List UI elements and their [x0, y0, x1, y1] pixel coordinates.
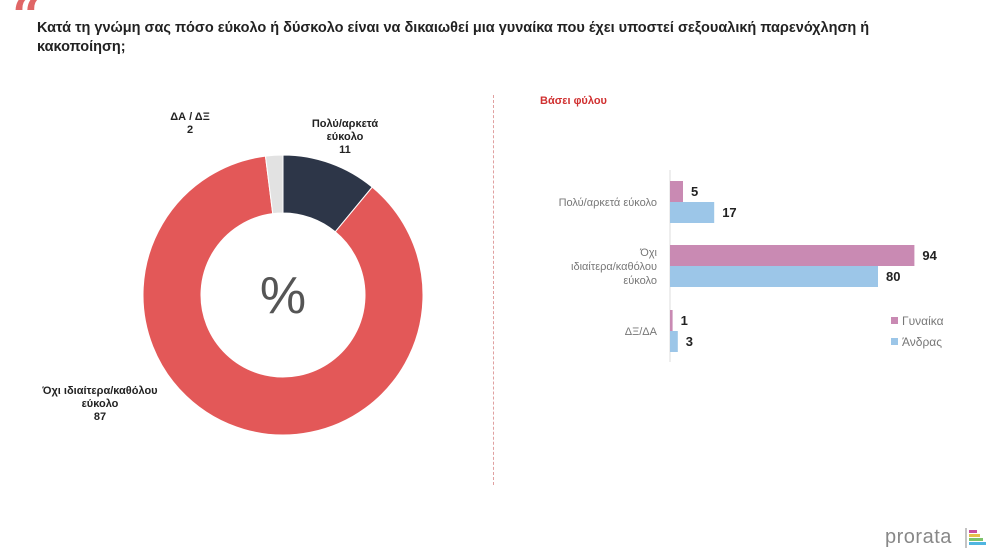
category-label: ΔΞ/ΔΑ — [625, 326, 658, 338]
donut-center-label: % — [260, 267, 306, 325]
quote-mark: “ — [12, 0, 42, 47]
prorata-logo: prorata — [885, 526, 952, 548]
category-label: Πολύ/αρκετά εύκολο — [559, 197, 657, 209]
bar-Άνδρας — [670, 266, 878, 287]
legend-label: Γυναίκα — [902, 314, 944, 328]
legend-swatch — [891, 338, 898, 345]
question-title: Κατά τη γνώμη σας πόσο εύκολο ή δύσκολο … — [37, 20, 870, 55]
slice-label-not-easy: Όχι ιδιαίτερα/καθόλου εύκολο 87 — [42, 385, 158, 423]
bar-value-label: 80 — [886, 269, 900, 284]
donut-slice-1 — [142, 155, 424, 436]
bar-chart-title: Βάσει φύλου — [540, 95, 607, 107]
logo-bar-icon — [969, 538, 983, 541]
bar-value-label: 17 — [722, 205, 736, 220]
legend-swatch — [891, 317, 898, 324]
bar-Άνδρας — [670, 202, 715, 223]
logo-bar-icon — [969, 530, 977, 533]
bar-Γυναίκα — [670, 310, 673, 331]
logo-bar-icon — [969, 534, 980, 537]
bar-Άνδρας — [670, 331, 678, 352]
bar-value-label: 5 — [691, 184, 698, 199]
bar-value-label: 1 — [681, 313, 688, 328]
slice-label-easy: Πολύ/αρκετά εύκολο 11 — [311, 118, 379, 156]
category-label: Όχι ιδιαίτερα/καθόλου εύκολο — [571, 247, 658, 287]
divider — [493, 95, 494, 485]
bar-value-label: 94 — [922, 248, 937, 263]
logo-bar-icon — [969, 542, 986, 545]
donut-slice-2 — [264, 154, 284, 215]
slice-label-dk: ΔΑ / ΔΞ 2 — [170, 111, 210, 136]
bar-value-label: 3 — [686, 334, 693, 349]
legend-label: Άνδρας — [902, 335, 942, 349]
bar-Γυναίκα — [670, 181, 683, 202]
bar-Γυναίκα — [670, 245, 915, 266]
